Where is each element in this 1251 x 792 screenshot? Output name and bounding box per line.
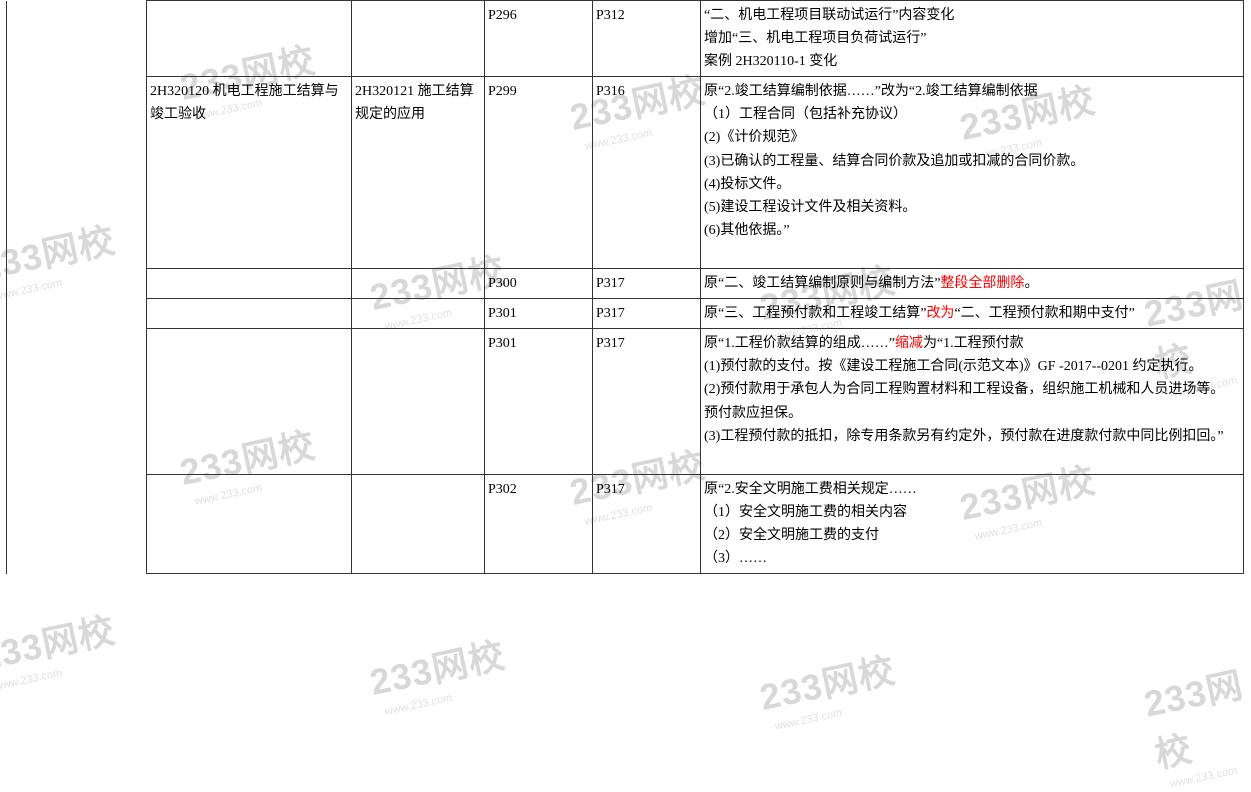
content-line xyxy=(704,242,1237,265)
table-row: P301P317原“三、工程预付款和工程竣工结算”改为“二、工程预付款和期中支付… xyxy=(7,299,1244,329)
content-line: （3）…… xyxy=(704,547,1237,570)
content-line: 原“2.竣工结算编制依据……”改为“2.竣工结算编制依据 xyxy=(704,80,1237,103)
old-page-cell: P301 xyxy=(485,299,593,329)
content-line: (2)预付款用于承包人为合同工程购置材料和工程设备，组织施工机械和人员进场等。预… xyxy=(704,378,1237,424)
content-line: 原“1.工程价款结算的组成……”缩减为“1.工程预付款 xyxy=(704,332,1237,355)
category-cell xyxy=(7,329,147,475)
subsection-cell xyxy=(352,474,485,573)
content-line: “二、机电工程项目联动试运行”内容变化 xyxy=(704,4,1237,27)
content-line: (1)预付款的支付。按《建设工程施工合同(示范文本)》GF -2017--020… xyxy=(704,355,1237,378)
category-cell xyxy=(7,269,147,299)
content-line: 原“2.安全文明施工费相关规定…… xyxy=(704,478,1237,501)
subsection-cell xyxy=(352,1,485,77)
content-line: (5)建设工程设计文件及相关资料。 xyxy=(704,196,1237,219)
new-page-cell: P317 xyxy=(593,474,701,573)
watermark: 233网校www.233.com xyxy=(365,626,513,719)
change-description-cell: 原“2.安全文明施工费相关规定……（1）安全文明施工费的相关内容（2）安全文明施… xyxy=(701,474,1244,573)
old-page-cell: P299 xyxy=(485,77,593,269)
category-cell xyxy=(7,1,147,77)
old-page-cell: P300 xyxy=(485,269,593,299)
content-line xyxy=(704,448,1237,471)
watermark: 233网校www.233.com xyxy=(1139,656,1251,792)
section-cell xyxy=(147,474,352,573)
table-row: P302P317原“2.安全文明施工费相关规定……（1）安全文明施工费的相关内容… xyxy=(7,474,1244,573)
content-line: (3)工程预付款的抵扣，除专用条款另有约定外，预付款在进度款付款中同比例扣回。” xyxy=(704,425,1237,448)
table-row: 2H320120 机电工程施工结算与竣工验收2H320121 施工结算规定的应用… xyxy=(7,77,1244,269)
watermark: 233网校www.233.com xyxy=(755,641,903,734)
content-line: （1）工程合同（包括补充协议） xyxy=(704,103,1237,126)
old-page-cell: P296 xyxy=(485,1,593,77)
category-cell xyxy=(7,474,147,573)
subsection-cell: 2H320121 施工结算规定的应用 xyxy=(352,77,485,269)
content-line: 增加“三、机电工程项目负荷试运行” xyxy=(704,27,1237,50)
change-description-cell: 原“2.竣工结算编制依据……”改为“2.竣工结算编制依据（1）工程合同（包括补充… xyxy=(701,77,1244,269)
new-page-cell: P312 xyxy=(593,1,701,77)
new-page-cell: P316 xyxy=(593,77,701,269)
watermark: 233网校www.233.com xyxy=(0,601,122,694)
content-line: 原“二、竣工结算编制原则与编制方法”整段全部删除。 xyxy=(704,272,1237,295)
table-body: P296P312“二、机电工程项目联动试运行”内容变化增加“三、机电工程项目负荷… xyxy=(7,1,1244,574)
category-cell xyxy=(7,77,147,269)
content-line: (2)《计价规范》 xyxy=(704,126,1237,149)
subsection-cell xyxy=(352,299,485,329)
change-description-cell: “二、机电工程项目联动试运行”内容变化增加“三、机电工程项目负荷试运行”案例 2… xyxy=(701,1,1244,77)
table-row: P296P312“二、机电工程项目联动试运行”内容变化增加“三、机电工程项目负荷… xyxy=(7,1,1244,77)
table-row: P301P317原“1.工程价款结算的组成……”缩减为“1.工程预付款(1)预付… xyxy=(7,329,1244,475)
section-cell: 2H320120 机电工程施工结算与竣工验收 xyxy=(147,77,352,269)
section-cell xyxy=(147,329,352,475)
old-page-cell: P302 xyxy=(485,474,593,573)
change-description-cell: 原“三、工程预付款和工程竣工结算”改为“二、工程预付款和期中支付” xyxy=(701,299,1244,329)
content-line: 案例 2H320110-1 变化 xyxy=(704,50,1237,73)
subsection-cell xyxy=(352,269,485,299)
content-line: 原“三、工程预付款和工程竣工结算”改为“二、工程预付款和期中支付” xyxy=(704,302,1237,325)
subsection-cell xyxy=(352,329,485,475)
content-line: （1）安全文明施工费的相关内容 xyxy=(704,501,1237,524)
new-page-cell: P317 xyxy=(593,269,701,299)
section-cell xyxy=(147,299,352,329)
content-line: (4)投标文件。 xyxy=(704,173,1237,196)
content-line: (6)其他依据。” xyxy=(704,219,1237,242)
comparison-table: P296P312“二、机电工程项目联动试运行”内容变化增加“三、机电工程项目负荷… xyxy=(6,0,1244,574)
category-cell xyxy=(7,299,147,329)
section-cell xyxy=(147,1,352,77)
new-page-cell: P317 xyxy=(593,329,701,475)
content-line: (3)已确认的工程量、结算合同价款及追加或扣减的合同价款。 xyxy=(704,150,1237,173)
new-page-cell: P317 xyxy=(593,299,701,329)
content-line: （2）安全文明施工费的支付 xyxy=(704,524,1237,547)
change-description-cell: 原“二、竣工结算编制原则与编制方法”整段全部删除。 xyxy=(701,269,1244,299)
section-cell xyxy=(147,269,352,299)
old-page-cell: P301 xyxy=(485,329,593,475)
table-row: P300P317原“二、竣工结算编制原则与编制方法”整段全部删除。 xyxy=(7,269,1244,299)
change-description-cell: 原“1.工程价款结算的组成……”缩减为“1.工程预付款(1)预付款的支付。按《建… xyxy=(701,329,1244,475)
